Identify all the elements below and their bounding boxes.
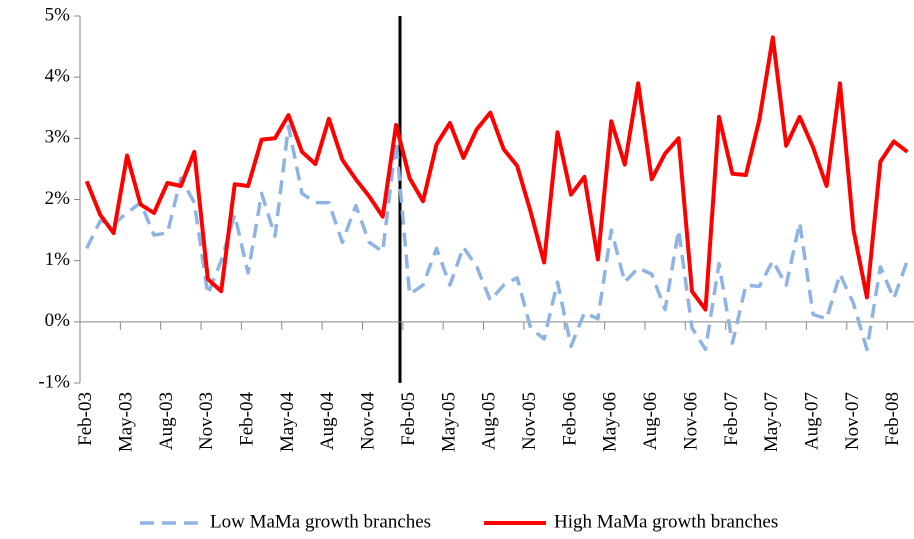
legend-label: Low MaMa growth branches	[210, 511, 431, 532]
y-tick-label: 1%	[45, 249, 71, 270]
y-tick-label: 5%	[45, 4, 71, 25]
x-tick-label: Aug-05	[479, 392, 500, 450]
x-tick-label: Nov-05	[519, 392, 540, 450]
x-tick-label: May-06	[600, 392, 621, 452]
x-tick-label: May-04	[277, 392, 298, 453]
legend-label: High MaMa growth branches	[554, 511, 778, 532]
y-tick-label: 3%	[45, 127, 71, 148]
y-tick-label: 2%	[45, 188, 71, 209]
y-tick-label: 4%	[45, 66, 71, 87]
x-tick-label: May-05	[438, 392, 459, 452]
y-tick-label: 0%	[45, 310, 71, 331]
x-tick-label: Nov-03	[196, 392, 217, 450]
x-tick-label: Feb-05	[398, 392, 419, 446]
x-tick-label: Feb-06	[559, 392, 580, 446]
x-tick-label: Feb-08	[882, 392, 903, 446]
x-tick-label: Feb-07	[721, 392, 742, 446]
x-tick-label: Feb-04	[237, 392, 258, 446]
x-tick-label: May-03	[115, 392, 136, 452]
x-tick-label: Aug-03	[156, 392, 177, 450]
x-tick-label: Aug-07	[801, 392, 822, 450]
series-line	[85, 124, 909, 352]
x-tick-label: Nov-07	[842, 392, 863, 450]
series-line	[84, 35, 909, 312]
x-tick-label: Feb-03	[75, 392, 96, 446]
x-tick-label: May-07	[761, 392, 782, 452]
x-tick-label: Nov-04	[358, 392, 379, 451]
y-tick-label: -1%	[38, 371, 70, 392]
x-tick-label: Aug-04	[317, 392, 338, 451]
x-tick-label: Aug-06	[640, 392, 661, 450]
x-tick-label: Nov-06	[680, 392, 701, 450]
